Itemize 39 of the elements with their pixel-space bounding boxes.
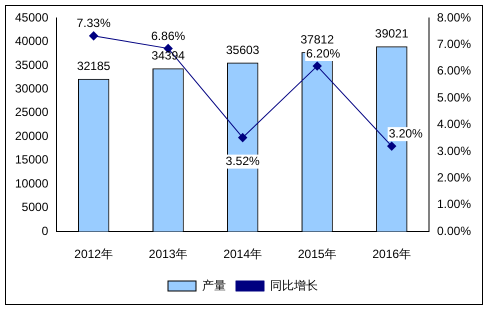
point [387, 142, 396, 151]
point [238, 133, 248, 142]
x-tick-label: 2013年 [148, 247, 188, 262]
data-label: 6.20% [306, 46, 341, 60]
y-tick-label: 45000 [14, 10, 49, 24]
data-label: 3.52% [226, 154, 260, 168]
y2-tick-label: 2.00% [436, 170, 472, 185]
y-tick-label: 5000 [22, 200, 49, 214]
data-label: 37812 [300, 32, 334, 46]
point [89, 31, 98, 40]
y-tick-label: 40000 [14, 34, 49, 48]
y2-tick-label: 0.00% [436, 224, 472, 238]
y2-tick-label: 8.00% [436, 10, 472, 24]
y-tick-label: 35000 [14, 58, 49, 72]
x-tick-label: 2014年 [223, 247, 262, 262]
y2-tick-label: 3.00% [436, 144, 472, 158]
data-label: 6.86% [151, 28, 186, 43]
data-label: 39021 [375, 26, 409, 41]
legend-label: 同比增长 [270, 278, 318, 292]
y-tick-label: 0 [42, 224, 49, 238]
y2-tick-label: 1.00% [436, 197, 472, 212]
y-tick-label: 30000 [14, 82, 49, 96]
data-label: 3.20% [388, 126, 424, 140]
y2-tick-label: 4.00% [436, 117, 472, 132]
y2-tick-label: 6.00% [436, 64, 472, 78]
y-tick-label: 15000 [14, 152, 49, 167]
data-label: 7.33% [76, 16, 111, 30]
y-tick-label: 20000 [14, 128, 49, 143]
y2-tick-label: 7.00% [436, 37, 472, 52]
data-label: 35603 [226, 42, 260, 57]
x-tick-label: 2016年 [372, 247, 412, 262]
data-label: 32185 [76, 59, 111, 74]
y2-tick-label: 5.00% [436, 90, 472, 104]
y-tick-label: 25000 [14, 105, 49, 120]
x-tick-label: 2012年 [74, 247, 113, 262]
y-tick-label: 10000 [14, 176, 49, 190]
point [312, 62, 322, 71]
x-tick-label: 2015年 [298, 247, 337, 262]
legend-label: 产量 [202, 278, 226, 292]
